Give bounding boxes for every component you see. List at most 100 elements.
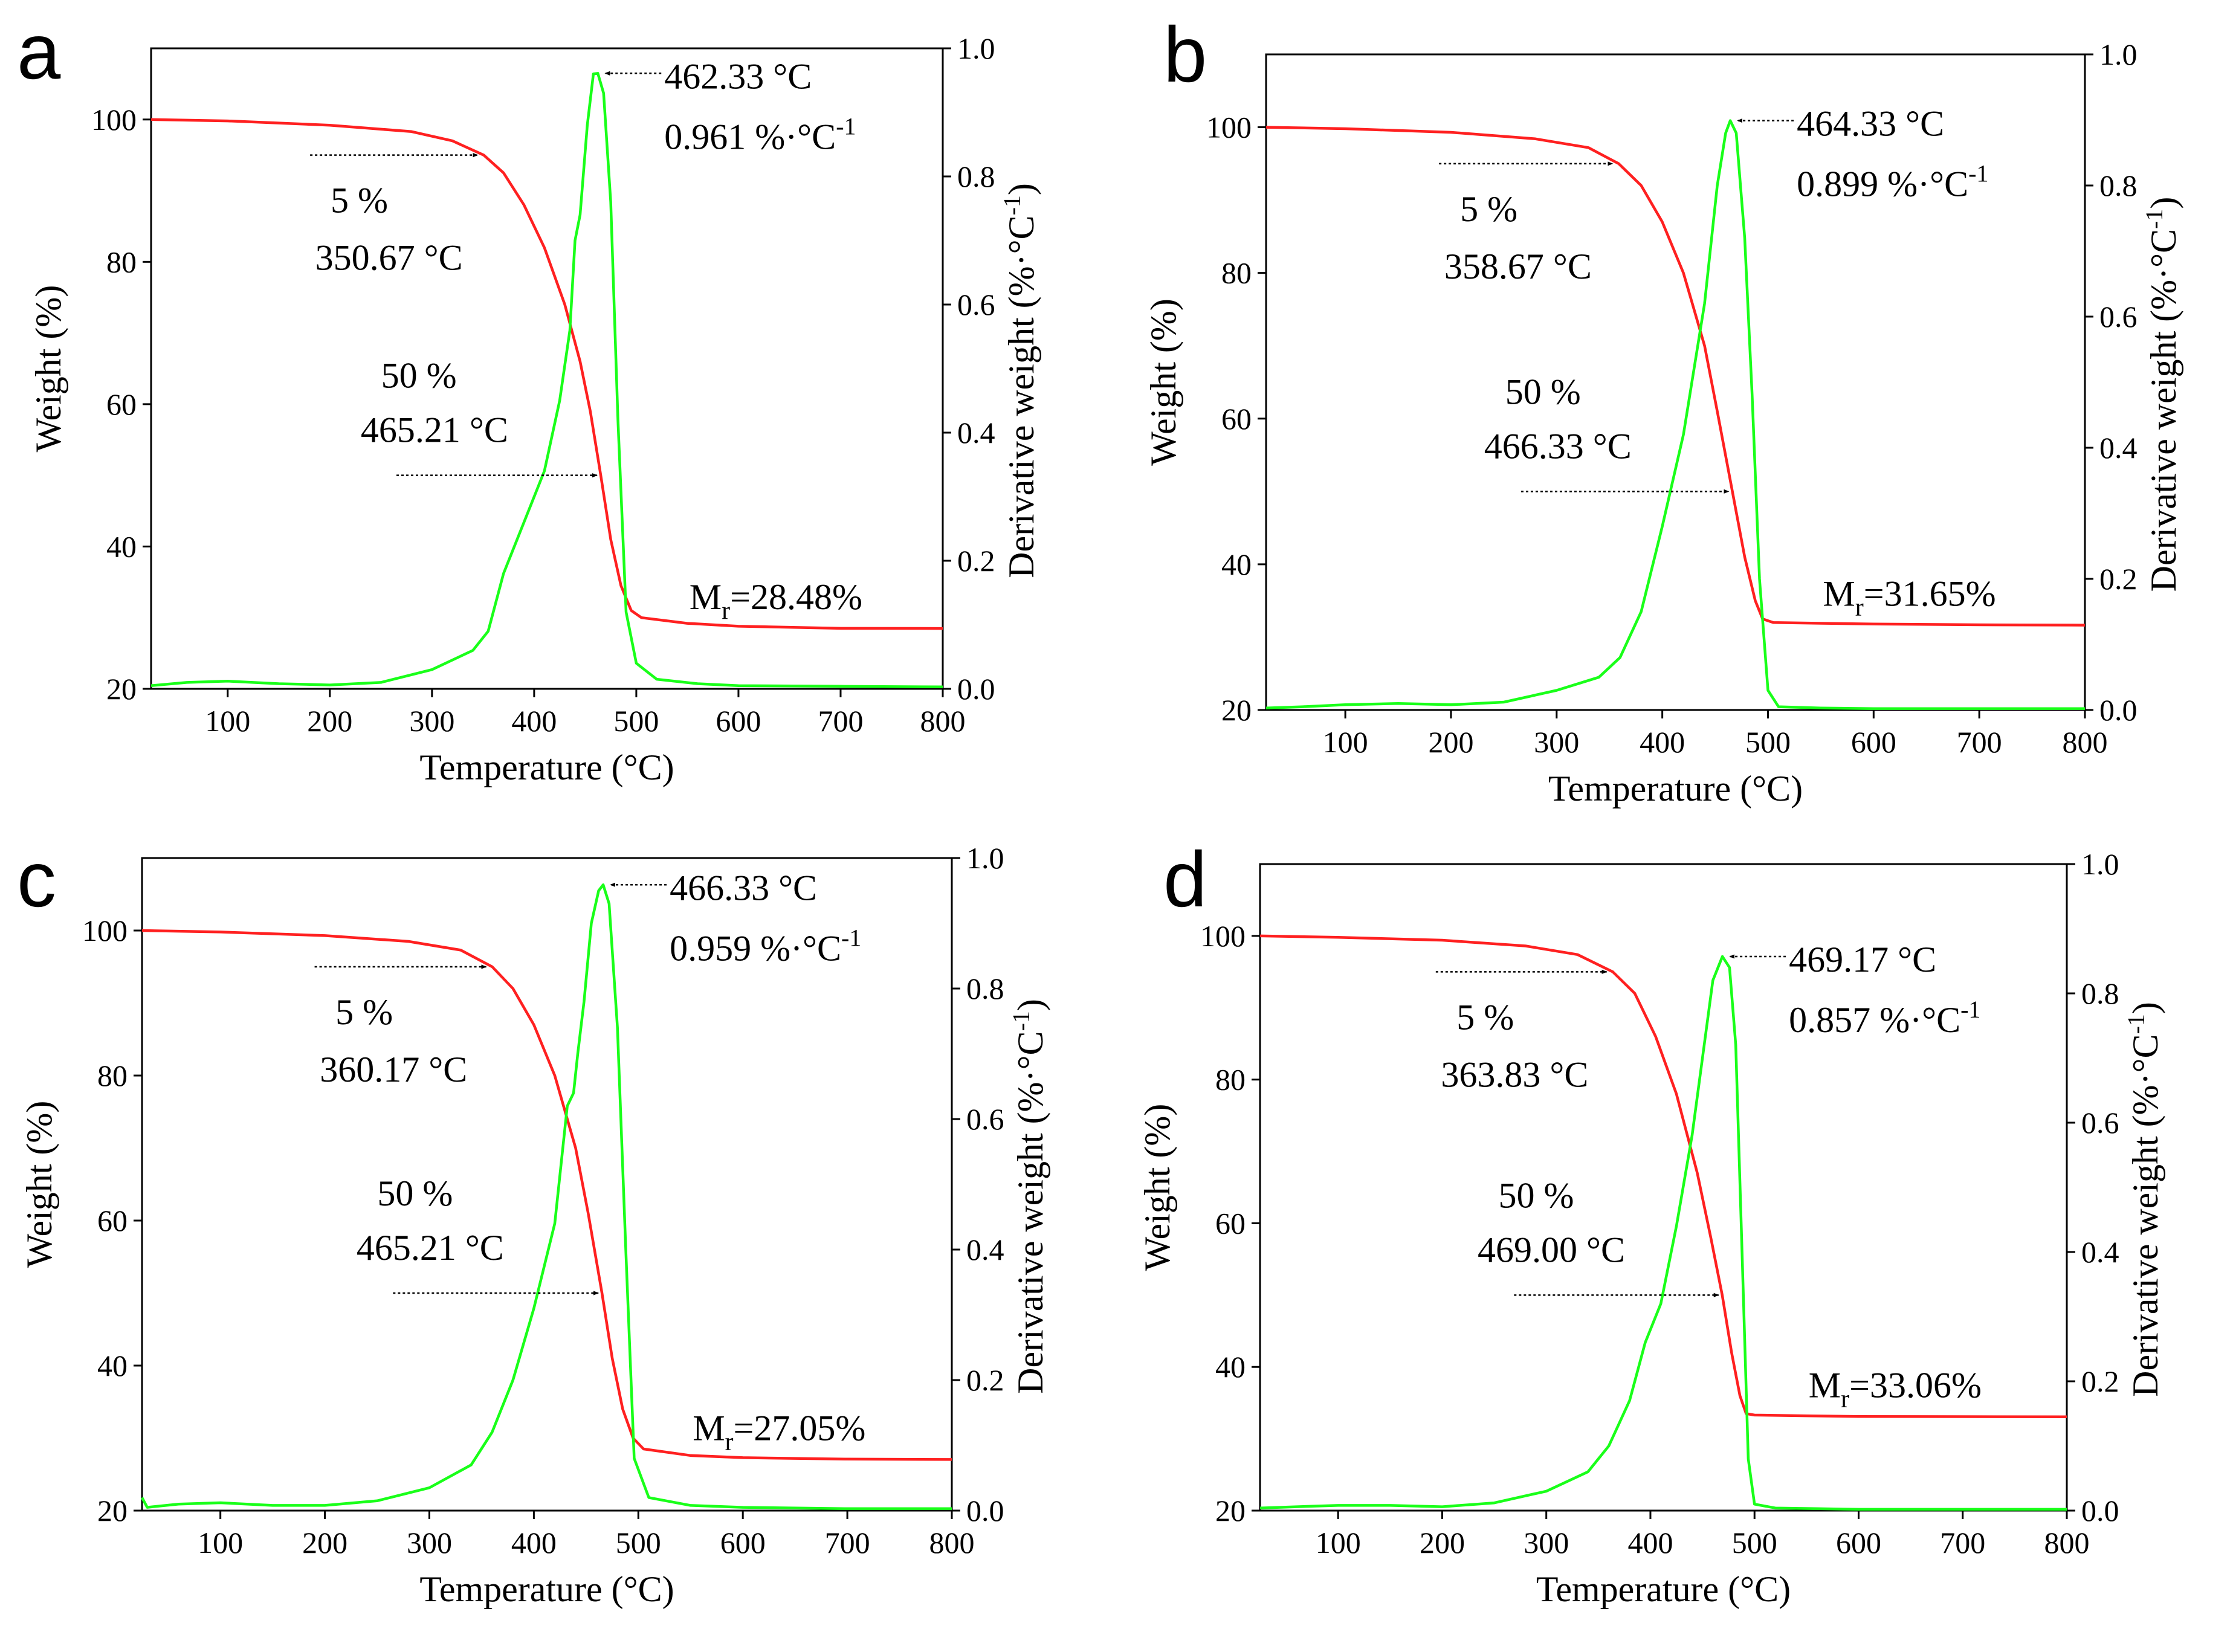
x-tick-label: 600 <box>1851 725 1896 759</box>
x-tick-label: 700 <box>1957 725 2002 759</box>
y-axis-title: Weight (%) <box>1143 298 1183 466</box>
weight-line <box>141 929 952 1461</box>
y-tick-label: 40 <box>1221 547 1252 581</box>
y-axis-title: Weight (%) <box>1137 1104 1177 1271</box>
y-tick-label: 40 <box>106 529 137 563</box>
y-tick-label: 60 <box>97 1204 128 1237</box>
y-tick-label: 80 <box>106 245 137 279</box>
y-tick-label: 60 <box>1221 402 1252 436</box>
x-tick-label: 500 <box>616 1526 661 1560</box>
y2-tick-label: 0.6 <box>966 1102 1004 1136</box>
y-tick-label: 40 <box>97 1349 128 1383</box>
y2-tick-label: 0.8 <box>2099 169 2138 202</box>
y2-tick-label: 0.0 <box>2099 693 2138 727</box>
x-tick-label: 400 <box>511 704 557 738</box>
y2-tick-label: 1.0 <box>2081 847 2119 881</box>
t50-temperature-label: 465.21 °C <box>357 1228 504 1268</box>
tga-panel-b: b 100 200 300 400 500 600 700 800 20 40 60 80 100 0.0 0… <box>1143 10 2183 808</box>
derivative-weight-line <box>141 883 952 1511</box>
y2-tick-label: 0.0 <box>2081 1494 2119 1528</box>
x-tick-label: 600 <box>720 1526 766 1560</box>
t5-percent-label: 5 % <box>1456 997 1514 1037</box>
residue-label: Mr=27.05% <box>693 1408 865 1456</box>
x-tick-label: 700 <box>818 704 863 738</box>
y-axis-title: Weight (%) <box>28 285 68 453</box>
t50-percent-label: 50 % <box>381 356 457 396</box>
y2-tick-label: 0.6 <box>2099 300 2138 334</box>
y2-tick-label: 0.4 <box>957 416 995 450</box>
x-tick-label: 300 <box>1524 1526 1569 1560</box>
peak-temperature-label: 469.17 °C <box>1789 940 1936 979</box>
t5-temperature-label: 358.67 °C <box>1444 247 1592 286</box>
y-tick-label: 100 <box>1206 111 1252 144</box>
y-tick-label: 80 <box>1221 256 1252 290</box>
x-axis-title: Temperature (°C) <box>419 747 674 787</box>
y-tick-label: 60 <box>106 387 137 421</box>
y2-tick-label: 0.4 <box>2099 431 2138 465</box>
x-tick-label: 100 <box>205 704 250 738</box>
residue-label: Mr=28.48% <box>690 577 862 625</box>
t50-percent-label: 50 % <box>1505 372 1581 411</box>
t5-percent-label: 5 % <box>335 992 393 1032</box>
weight-line <box>150 118 943 630</box>
y-tick-label: 100 <box>91 103 137 137</box>
y-tick-label: 20 <box>97 1494 128 1528</box>
t5-percent-label: 5 % <box>1460 189 1517 229</box>
x-tick-label: 600 <box>1836 1526 1881 1560</box>
plot-frame <box>150 47 944 690</box>
y2-tick-label: 0.2 <box>957 544 995 578</box>
x-tick-label: 400 <box>1640 725 1685 759</box>
peak-temperature-label: 462.33 °C <box>664 56 812 96</box>
x-tick-label: 800 <box>929 1526 975 1560</box>
y-tick-label: 40 <box>1215 1350 1246 1384</box>
x-axis-title: Temperature (°C) <box>419 1569 674 1609</box>
panel-label: d <box>1163 835 1207 923</box>
t5-temperature-label: 363.83 °C <box>1441 1054 1588 1094</box>
t5-percent-label: 5 % <box>331 181 388 221</box>
y2-tick-label: 0.6 <box>2081 1106 2119 1140</box>
x-tick-label: 700 <box>1940 1526 1985 1560</box>
panel-label: c <box>17 835 56 923</box>
x-tick-label: 500 <box>1745 725 1791 759</box>
t50-temperature-label: 465.21 °C <box>361 410 508 450</box>
y2-axis-title: Derivative weight (%·°C-1) <box>2122 1002 2165 1397</box>
x-tick-label: 600 <box>716 704 761 738</box>
y2-axis-title: Derivative weight (%·°C-1) <box>998 183 1041 578</box>
peak-rate-label: 0.857 %·°C-1 <box>1789 996 1980 1040</box>
y-axis-title: Weight (%) <box>19 1101 59 1268</box>
t50-percent-label: 50 % <box>377 1173 453 1213</box>
derivative-weight-line <box>150 72 943 689</box>
y2-tick-label: 0.8 <box>966 972 1004 1005</box>
y2-axis-title: Derivative weight (%·°C-1) <box>1007 999 1050 1394</box>
y2-tick-label: 1.0 <box>966 841 1004 875</box>
y2-axis-title: Derivative weight (%·°C-1) <box>2141 197 2183 592</box>
y2-tick-label: 0.0 <box>957 672 995 706</box>
peak-rate-label: 0.899 %·°C-1 <box>1797 160 1988 204</box>
x-tick-label: 100 <box>198 1526 243 1560</box>
y-tick-label: 60 <box>1215 1206 1246 1240</box>
x-tick-label: 800 <box>2044 1526 2090 1560</box>
x-tick-label: 100 <box>1323 725 1368 759</box>
weight-line <box>1259 934 2067 1418</box>
x-tick-label: 800 <box>2063 725 2108 759</box>
x-tick-label: 800 <box>920 704 966 738</box>
x-axis-title: Temperature (°C) <box>1548 769 1803 808</box>
t50-temperature-label: 466.33 °C <box>1484 426 1632 466</box>
y-tick-label: 20 <box>1215 1494 1246 1528</box>
x-tick-label: 200 <box>1428 725 1473 759</box>
panel-label: b <box>1163 10 1207 98</box>
peak-temperature-label: 464.33 °C <box>1797 104 1944 144</box>
t50-percent-label: 50 % <box>1498 1175 1574 1215</box>
x-tick-label: 500 <box>613 704 659 738</box>
y2-tick-label: 0.4 <box>2081 1235 2119 1269</box>
x-tick-label: 200 <box>302 1526 347 1560</box>
y2-tick-label: 0.8 <box>2081 976 2119 1010</box>
y-tick-label: 20 <box>106 672 137 706</box>
y2-tick-label: 0.2 <box>2099 562 2138 596</box>
panel-label: a <box>17 7 61 95</box>
plot-frame <box>1265 53 2086 711</box>
peak-temperature-label: 466.33 °C <box>670 868 817 908</box>
x-tick-label: 500 <box>1732 1526 1777 1560</box>
